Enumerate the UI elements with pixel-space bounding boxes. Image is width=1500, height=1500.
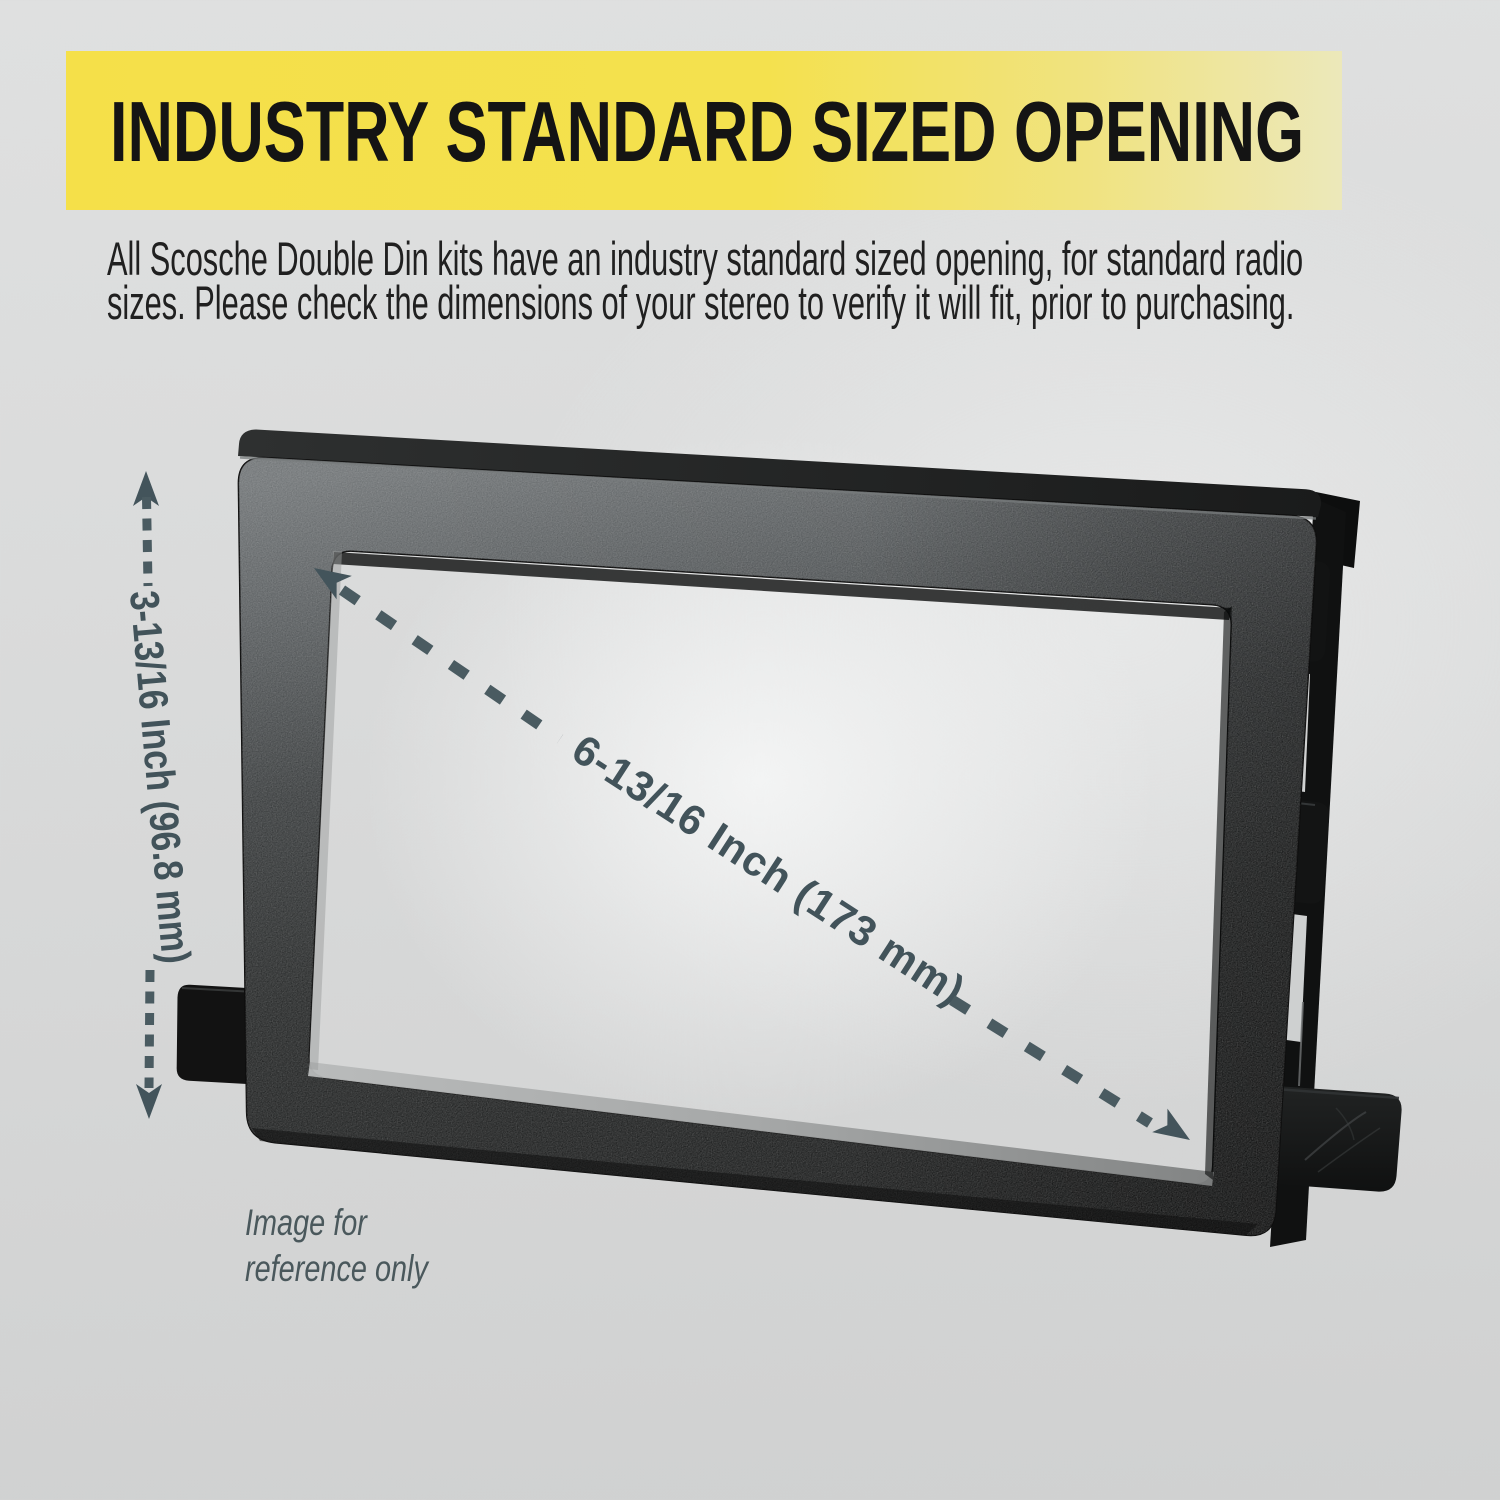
intro-paragraph: All Scosche Double Din kits have an indu… bbox=[107, 232, 1500, 329]
title-banner: INDUSTRY STANDARD SIZED OPENING bbox=[66, 51, 1342, 210]
opening-bottom-wall bbox=[308, 1062, 1214, 1186]
intro-line-1: All Scosche Double Din kits have an indu… bbox=[107, 232, 1304, 285]
intro-line-2: sizes. Please check the dimensions of yo… bbox=[107, 276, 1295, 329]
reference-note-line-2: reference only bbox=[245, 1248, 428, 1289]
page-title: INDUSTRY STANDARD SIZED OPENING bbox=[110, 85, 1305, 180]
arrow-down-icon bbox=[136, 1084, 162, 1119]
arrow-down-right-icon bbox=[1152, 1108, 1190, 1140]
arrow-up-icon bbox=[133, 471, 159, 506]
reference-note: Image for reference only bbox=[245, 1200, 479, 1292]
reference-note-line-1: Image for bbox=[245, 1202, 367, 1243]
left-mount-tab bbox=[176, 984, 247, 1084]
arrow-up-left-icon bbox=[314, 568, 352, 600]
width-dimension-label: 6-13/16 Inch (173 mm) bbox=[564, 725, 974, 1014]
frame-top-face bbox=[238, 429, 1322, 517]
height-dimension-label: 3-13/16 Inch (96.8 mm) bbox=[121, 589, 199, 966]
opening-top-shadow bbox=[333, 552, 1231, 620]
